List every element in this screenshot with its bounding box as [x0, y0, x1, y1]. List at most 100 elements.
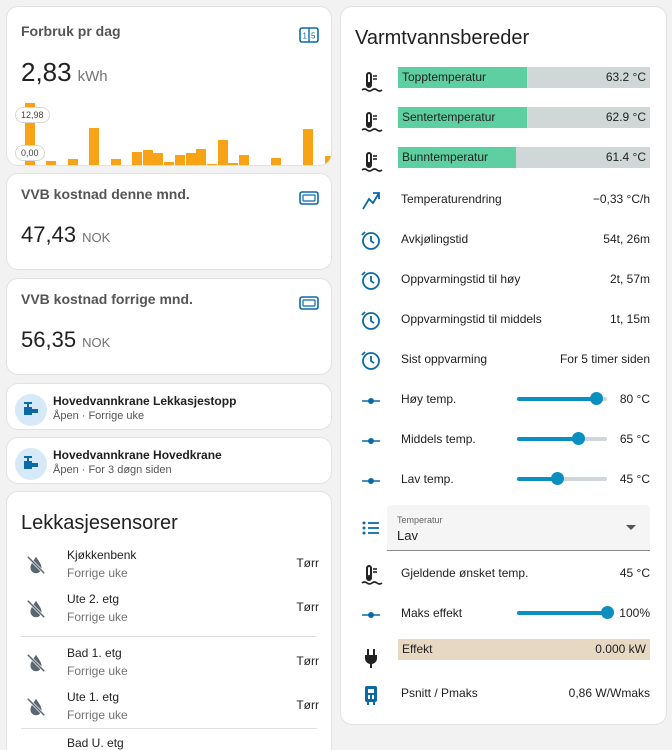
temp-bar-row[interactable]: Sentertemperatur 62.9 °C: [341, 102, 666, 142]
leak-sensor-row[interactable]: Bad U. etg: [7, 732, 331, 750]
svg-text:5: 5: [311, 32, 316, 41]
power-plug-icon: [359, 646, 383, 670]
info-row-value: 54t, 26m: [603, 232, 650, 246]
chevron-down-icon[interactable]: [626, 525, 636, 530]
leak-sensor-updated: Forrige uke: [67, 708, 128, 722]
water-off-icon: [25, 696, 47, 718]
psnitt-row[interactable]: Psnitt / Pmaks 0,86 W/Wmaks: [341, 674, 666, 714]
trend-icon: [359, 189, 383, 213]
slider-fill: [517, 477, 557, 481]
valve-hovedkrane-card[interactable]: Hovedvannkrane Hovedkrane Åpen · For 3 d…: [6, 437, 332, 484]
forbruk-bar[interactable]: [110, 158, 121, 165]
leak-sensor-row[interactable]: Ute 1. etg Forrige uke Tørr: [7, 686, 331, 730]
temp-bar[interactable]: Bunntemperatur 61.4 °C: [398, 147, 650, 168]
info-row[interactable]: Sist oppvarming For 5 timer siden: [341, 340, 666, 380]
leak-sensor-row[interactable]: Kjøkkenbenk Forrige uke Tørr: [7, 544, 331, 588]
vvb-denne-title: VVB kostnad denne mnd.: [21, 186, 190, 202]
temp-bar-row[interactable]: Topptemperatur 63.2 °C: [341, 62, 666, 102]
forbruk-bar[interactable]: [132, 152, 142, 165]
leak-sensor-updated: Forrige uke: [67, 664, 128, 678]
slider-knob[interactable]: [590, 392, 604, 405]
forbruk-bar[interactable]: [46, 160, 57, 165]
temp-bar-label: Topptemperatur: [402, 70, 487, 84]
info-row-label: Oppvarmingstid til middels: [401, 312, 542, 326]
vvb-kostnad-forrige-card[interactable]: VVB kostnad forrige mnd. 56,35 NOK: [6, 278, 332, 375]
forbruk-bar[interactable]: [25, 103, 35, 165]
forbruk-bar[interactable]: [314, 165, 324, 166]
leak-sensor-state: Tørr: [296, 556, 319, 570]
valve-icon[interactable]: [15, 448, 47, 480]
forbruk-bar[interactable]: [67, 158, 78, 165]
chart-max-chip: 12,98: [15, 107, 50, 123]
forbruk-bar[interactable]: [217, 139, 228, 165]
forbruk-card[interactable]: Forbruk pr dag 1 5 2,83 kWh 12,98 0,00: [6, 6, 332, 166]
vvb-forrige-value: 56,35: [21, 327, 77, 352]
valve-lekkasjestopp-card[interactable]: Hovedvannkrane Lekkasjestopp Åpen · Forr…: [6, 383, 332, 430]
timer-icon: [359, 309, 383, 333]
leak-sensor-updated: Forrige uke: [67, 610, 128, 624]
effekt-bar[interactable]: Effekt 0.000 kW: [398, 639, 650, 660]
forbruk-bar[interactable]: [239, 155, 249, 165]
water-heater-icon: [359, 150, 383, 174]
forbruk-bar[interactable]: [303, 128, 314, 165]
leak-divider: [21, 728, 317, 729]
temp-bar[interactable]: Topptemperatur 63.2 °C: [398, 67, 650, 88]
forbruk-bar[interactable]: [185, 152, 196, 165]
counter-icon: 1 5: [299, 27, 319, 43]
onsket-label: Gjeldende ønsket temp.: [401, 566, 529, 580]
leak-sensor-row[interactable]: Bad 1. etg Forrige uke Tørr: [7, 642, 331, 686]
slider-row[interactable]: Maks effekt 100%: [341, 594, 666, 634]
forbruk-bar[interactable]: [324, 156, 331, 165]
forbruk-bar-chart: [25, 103, 331, 166]
info-row[interactable]: Oppvarmingstid til middels 1t, 15m: [341, 300, 666, 340]
info-row-label: Sist oppvarming: [401, 352, 488, 366]
lekkasje-card: Lekkasjesensorer Kjøkkenbenk Forrige uke T…: [6, 491, 332, 750]
slider[interactable]: [517, 606, 614, 619]
info-row-label: Temperaturendring: [401, 192, 502, 206]
forbruk-bar[interactable]: [153, 153, 164, 165]
slider-value: 100%: [619, 606, 650, 620]
valve-icon[interactable]: [15, 394, 47, 426]
leak-sensor-updated: Forrige uke: [67, 566, 128, 580]
leak-sensor-row[interactable]: Ute 2. etg Forrige uke Tørr: [7, 588, 331, 632]
temp-bar-label: Sentertemperatur: [402, 110, 496, 124]
onsket-temp-row[interactable]: Gjeldende ønsket temp. 45 °C: [341, 554, 666, 594]
info-row[interactable]: Temperaturendring −0,33 °C/h: [341, 180, 666, 220]
forbruk-bar[interactable]: [89, 127, 100, 165]
slider-knob[interactable]: [572, 432, 586, 445]
temperature-select-row[interactable]: Temperatur Lav: [341, 505, 666, 551]
temp-bar-row[interactable]: Bunntemperatur 61.4 °C: [341, 142, 666, 182]
vvb-kostnad-denne-card[interactable]: VVB kostnad denne mnd. 47,43 NOK: [6, 173, 332, 270]
slider-row[interactable]: Middels temp. 65 °C: [341, 420, 666, 460]
forbruk-bar[interactable]: [228, 163, 239, 165]
info-row[interactable]: Oppvarmingstid til høy 2t, 57m: [341, 260, 666, 300]
forbruk-bar[interactable]: [164, 162, 175, 165]
slider-fill: [517, 437, 579, 441]
temp-bar-value: 61.4 °C: [605, 150, 646, 164]
slider-fill: [517, 611, 607, 615]
vvb-denne-value: 47,43: [21, 222, 77, 247]
info-row-value: −0,33 °C/h: [592, 192, 650, 206]
vvb-forrige-title: VVB kostnad forrige mnd.: [21, 291, 193, 307]
forbruk-bar[interactable]: [196, 149, 207, 165]
forbruk-bar[interactable]: [206, 163, 217, 165]
leak-sensor-state: Tørr: [296, 698, 319, 712]
effekt-row[interactable]: Effekt 0.000 kW: [341, 634, 666, 674]
slider[interactable]: [517, 472, 607, 485]
slider-row[interactable]: Høy temp. 80 °C: [341, 380, 666, 420]
info-row[interactable]: Avkjølingstid 54t, 26m: [341, 220, 666, 260]
info-row-label: Oppvarmingstid til høy: [401, 272, 521, 286]
meter-icon: [359, 683, 383, 707]
slider-knob[interactable]: [550, 472, 564, 485]
slider[interactable]: [517, 392, 607, 405]
temperature-select[interactable]: Temperatur Lav: [387, 505, 650, 551]
forbruk-bar[interactable]: [174, 155, 185, 165]
slider[interactable]: [517, 432, 607, 445]
info-row-label: Avkjølingstid: [401, 232, 469, 246]
temp-bar[interactable]: Sentertemperatur 62.9 °C: [398, 107, 650, 128]
slider-knob[interactable]: [601, 606, 614, 619]
forbruk-bar[interactable]: [142, 149, 153, 165]
water-off-icon: [25, 652, 47, 674]
slider-row[interactable]: Lav temp. 45 °C: [341, 460, 666, 500]
forbruk-bar[interactable]: [271, 158, 282, 165]
